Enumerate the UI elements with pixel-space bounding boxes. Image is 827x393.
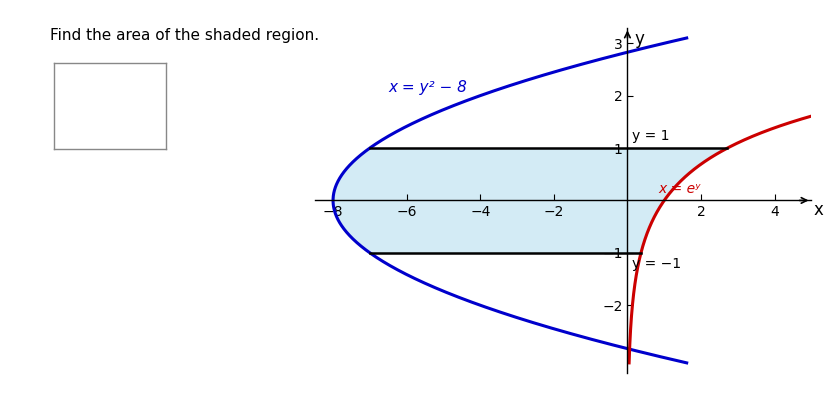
Text: x = y² − 8: x = y² − 8	[388, 80, 466, 95]
Text: x = eʸ: x = eʸ	[658, 182, 700, 196]
Text: Find the area of the shaded region.: Find the area of the shaded region.	[50, 28, 318, 42]
Text: x: x	[812, 201, 822, 219]
Text: y = −1: y = −1	[631, 257, 680, 271]
Text: y = 1: y = 1	[631, 129, 668, 143]
Text: y: y	[633, 30, 643, 48]
